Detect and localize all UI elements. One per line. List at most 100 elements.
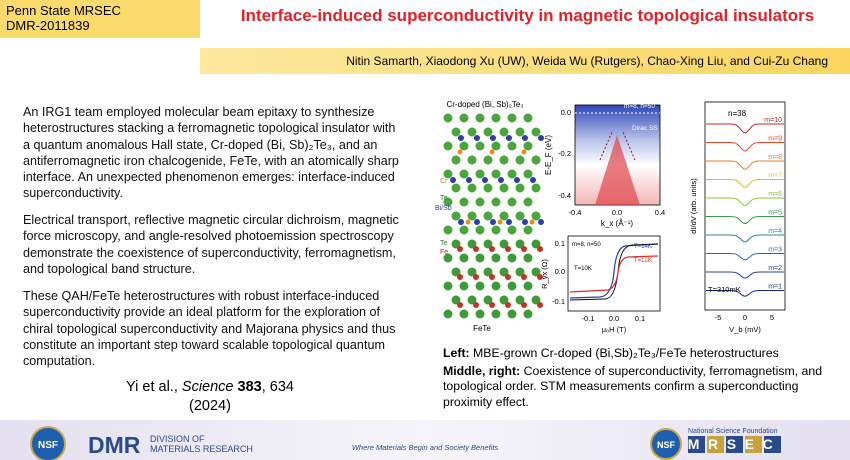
spectrum	[706, 234, 784, 243]
stm-curves: m=10 m=9 m=8 m=7 m=6 m=5 m=4 m=3 m=2 m=1	[706, 117, 784, 297]
caption-lead: Middle, right:	[443, 364, 521, 378]
curve	[569, 255, 659, 293]
caption-lead: Left:	[443, 346, 470, 360]
band	[595, 135, 640, 205]
atom	[515, 267, 525, 277]
tick-label: 5	[770, 313, 774, 322]
atom	[443, 253, 453, 263]
atom	[475, 197, 485, 207]
spectrum	[706, 160, 784, 170]
spectrum	[706, 290, 784, 297]
axis-label: E-E_F (eV)	[544, 135, 553, 175]
label: FeTe	[473, 324, 491, 333]
label: Bi/Sb	[435, 205, 452, 212]
atom	[522, 219, 528, 225]
atom	[451, 155, 461, 165]
atom	[443, 309, 453, 319]
label: Te	[440, 240, 448, 247]
org: Penn State MRSEC	[6, 3, 121, 18]
atom	[523, 113, 533, 123]
atom	[457, 302, 463, 308]
title: Interface-induced superconductivity in m…	[240, 6, 815, 25]
atom	[507, 225, 517, 235]
atom	[451, 127, 461, 137]
atom	[515, 239, 525, 249]
atom	[451, 183, 461, 193]
atom	[443, 281, 453, 291]
atom	[475, 141, 485, 151]
atom	[515, 295, 525, 305]
atom	[443, 197, 453, 207]
curve-label: m=6	[768, 191, 782, 198]
curve-label: m=5	[768, 210, 782, 217]
atom	[507, 141, 517, 151]
atom	[483, 267, 493, 277]
cite-journal: Science	[181, 379, 234, 395]
atom	[451, 295, 461, 305]
atom	[483, 127, 493, 137]
tile	[688, 436, 705, 453]
atom	[499, 127, 509, 137]
dirac-line	[599, 131, 613, 161]
curve-label: m=7	[768, 173, 782, 180]
caption-text: MBE-grown Cr-doped (Bi,Sb)₂Te₃/FeTe hete…	[469, 346, 779, 360]
cite-year: (2024)	[189, 398, 231, 414]
atom	[459, 141, 469, 151]
curve-label: m=8	[768, 154, 782, 161]
tick-label: 0.0	[555, 267, 565, 276]
atom	[475, 309, 485, 319]
atom	[459, 253, 469, 263]
atom	[451, 267, 461, 277]
atom	[515, 183, 525, 193]
note: T=14K	[634, 244, 652, 250]
atom	[450, 177, 456, 183]
atom	[499, 183, 509, 193]
atom	[489, 149, 495, 155]
atom	[489, 274, 495, 280]
atom	[497, 219, 503, 225]
crystal-title: Cr-doped (Bi, Sb)₂Te₃	[446, 100, 523, 109]
atom	[531, 211, 541, 221]
atom	[467, 183, 477, 193]
tick-label: 0.1	[635, 314, 645, 323]
atom	[459, 281, 469, 291]
atom	[451, 211, 461, 221]
atom	[507, 113, 517, 123]
atom	[537, 302, 543, 308]
label: Te	[440, 195, 448, 202]
spectrum	[706, 271, 784, 279]
atom	[523, 225, 533, 235]
atom	[475, 225, 485, 235]
spectrum	[706, 197, 784, 206]
atom	[483, 183, 493, 193]
atom	[506, 135, 512, 141]
atom	[523, 281, 533, 291]
atom	[467, 155, 477, 165]
mrsec-logo: MRSEC	[688, 436, 782, 453]
atom	[473, 302, 479, 308]
atom	[475, 113, 485, 123]
atom	[531, 267, 541, 277]
atom	[482, 177, 488, 183]
atom	[515, 155, 525, 165]
note: m=8, n=50	[624, 103, 655, 110]
atom	[531, 239, 541, 249]
note: n=38	[728, 109, 747, 118]
atom	[506, 219, 512, 225]
atom	[491, 253, 501, 263]
atom	[473, 274, 479, 280]
cite-authors: Yi et al.,	[126, 379, 182, 395]
atom	[489, 246, 495, 252]
atom	[530, 177, 536, 183]
mrsec-text: MRSEC	[688, 436, 782, 452]
atom	[507, 197, 517, 207]
atom	[467, 267, 477, 277]
atom	[490, 135, 496, 141]
atom	[443, 113, 453, 123]
atom	[458, 135, 464, 141]
atom	[474, 135, 480, 141]
tick-label: -0.2	[558, 149, 571, 158]
crystal	[443, 113, 544, 319]
axis-label: R_yx (Ω)	[540, 259, 549, 289]
tile	[707, 436, 724, 453]
